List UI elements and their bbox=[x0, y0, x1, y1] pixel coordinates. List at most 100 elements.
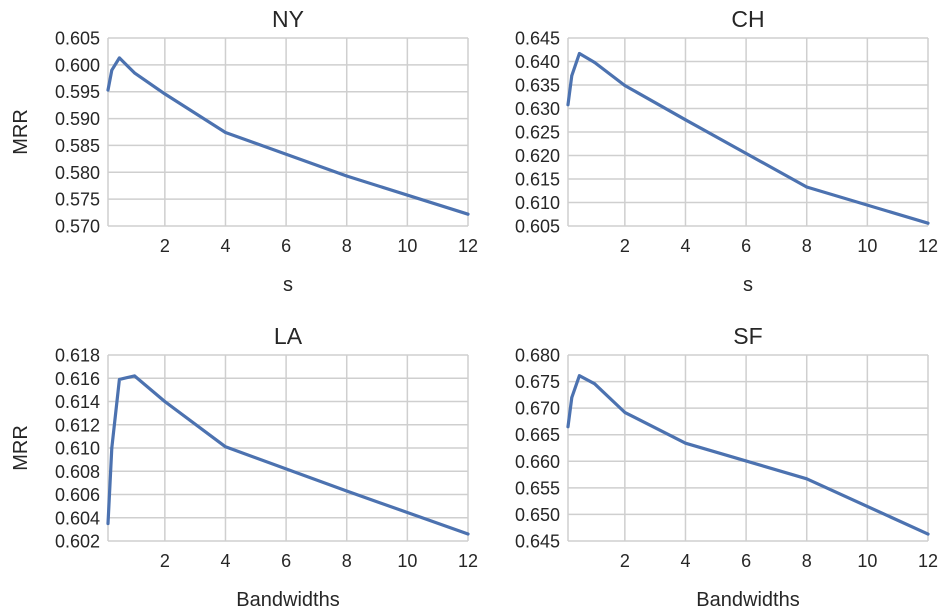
data-point bbox=[926, 532, 930, 536]
data-point bbox=[345, 174, 349, 178]
x-tick-label: 6 bbox=[741, 551, 751, 571]
x-tick-label: 4 bbox=[220, 236, 230, 256]
y-tick-label: 0.575 bbox=[55, 190, 100, 210]
y-tick-label: 0.580 bbox=[55, 163, 100, 183]
data-point bbox=[133, 71, 136, 75]
mrr-series-line bbox=[106, 374, 470, 536]
data-point bbox=[466, 532, 470, 536]
data-point bbox=[926, 221, 930, 225]
x-tick-label: 6 bbox=[281, 551, 291, 571]
data-point bbox=[345, 489, 349, 493]
y-axis-label: MRR bbox=[10, 109, 32, 155]
y-tick-label: 0.605 bbox=[515, 217, 560, 237]
panel-title: LA bbox=[274, 323, 303, 349]
y-tick-label: 0.640 bbox=[515, 52, 560, 72]
y-tick-label: 0.618 bbox=[55, 346, 100, 366]
x-tick-label: 8 bbox=[342, 551, 352, 571]
y-tick-label: 0.604 bbox=[55, 508, 100, 528]
y-tick-label: 0.595 bbox=[55, 82, 100, 102]
x-tick-label: 4 bbox=[220, 551, 230, 571]
x-tick-label: 2 bbox=[160, 236, 170, 256]
x-axis-label: s bbox=[743, 274, 753, 296]
y-tick-label: 0.645 bbox=[515, 29, 560, 49]
data-point bbox=[684, 118, 687, 122]
data-point bbox=[466, 212, 470, 216]
x-tick-label: 10 bbox=[857, 236, 877, 256]
data-point bbox=[570, 74, 574, 77]
data-point bbox=[805, 477, 809, 481]
x-tick-label: 10 bbox=[397, 236, 417, 256]
data-point bbox=[805, 185, 809, 189]
y-tick-label: 0.585 bbox=[55, 136, 100, 156]
y-tick-label: 0.606 bbox=[55, 485, 100, 505]
panel-title: NY bbox=[272, 6, 304, 32]
mrr-series-line bbox=[566, 374, 930, 536]
y-axis-label: MRR bbox=[10, 425, 32, 471]
data-point bbox=[110, 68, 114, 72]
y-tick-label: 0.650 bbox=[515, 505, 560, 525]
panel-la: 2 4 6 8 10 12 0.602 0.604 0.606 0.608 0.610 0.612 0.… bbox=[10, 323, 478, 611]
data-point bbox=[577, 374, 581, 378]
y-tick-label: 0.620 bbox=[515, 146, 560, 166]
y-tick-label: 0.615 bbox=[515, 170, 560, 190]
y-tick-label: 0.610 bbox=[515, 193, 560, 213]
data-point bbox=[593, 61, 596, 64]
data-point bbox=[566, 425, 570, 429]
panel-title: SF bbox=[733, 323, 762, 349]
y-tick-label: 0.670 bbox=[515, 399, 560, 419]
x-axis-label: Bandwidths bbox=[696, 589, 799, 611]
data-point bbox=[133, 374, 136, 378]
panel-ch: 2 4 6 8 10 12 0.605 0.610 0.615 0.620 0.625 0.630 0.… bbox=[515, 6, 938, 296]
data-point bbox=[593, 382, 596, 386]
y-tick-label: 0.608 bbox=[55, 462, 100, 482]
y-tick-label: 0.660 bbox=[515, 452, 560, 472]
y-tick-label: 0.590 bbox=[55, 109, 100, 129]
data-point bbox=[117, 56, 121, 60]
x-tick-label: 6 bbox=[741, 236, 751, 256]
y-tick-label: 0.612 bbox=[55, 415, 100, 435]
x-tick-label: 12 bbox=[918, 551, 938, 571]
x-tick-label: 10 bbox=[857, 551, 877, 571]
x-tick-label: 8 bbox=[802, 236, 812, 256]
y-tick-label: 0.680 bbox=[515, 346, 560, 366]
data-point bbox=[577, 52, 581, 55]
y-tick-label: 0.602 bbox=[55, 532, 100, 552]
y-tick-label: 0.635 bbox=[515, 76, 560, 96]
x-axis-label: s bbox=[283, 274, 293, 296]
data-point bbox=[117, 378, 121, 381]
y-tick-label: 0.614 bbox=[55, 392, 100, 412]
x-tick-label: 10 bbox=[397, 551, 417, 571]
y-tick-label: 0.630 bbox=[515, 99, 560, 119]
x-tick-label: 8 bbox=[342, 236, 352, 256]
x-tick-label: 4 bbox=[680, 236, 690, 256]
y-tick-label: 0.665 bbox=[515, 425, 560, 445]
mrr-series-line bbox=[106, 56, 470, 216]
data-point bbox=[623, 84, 627, 87]
y-tick-label: 0.645 bbox=[515, 532, 560, 552]
data-point bbox=[224, 445, 227, 449]
y-tick-label: 0.600 bbox=[55, 55, 100, 75]
mrr-series-line bbox=[566, 51, 930, 225]
y-tick-label: 0.655 bbox=[515, 478, 560, 498]
y-tick-label: 0.610 bbox=[55, 439, 100, 459]
panel-sf: 2 4 6 8 10 12 0.645 0.650 0.655 0.660 0.665 0.670 0.… bbox=[515, 323, 938, 611]
data-point bbox=[570, 396, 574, 399]
y-tick-label: 0.616 bbox=[55, 369, 100, 389]
data-point bbox=[566, 103, 570, 107]
x-tick-label: 2 bbox=[620, 551, 630, 571]
data-point bbox=[224, 131, 227, 134]
data-point bbox=[163, 400, 167, 403]
x-axis-label: Bandwidths bbox=[236, 589, 339, 611]
panel-title: CH bbox=[731, 6, 764, 32]
x-tick-label: 6 bbox=[281, 236, 291, 256]
y-tick-label: 0.625 bbox=[515, 123, 560, 143]
x-tick-label: 8 bbox=[802, 551, 812, 571]
x-tick-label: 4 bbox=[680, 551, 690, 571]
y-tick-label: 0.675 bbox=[515, 372, 560, 392]
data-point bbox=[684, 441, 687, 445]
x-tick-label: 12 bbox=[918, 236, 938, 256]
x-tick-label: 2 bbox=[160, 551, 170, 571]
x-tick-label: 2 bbox=[620, 236, 630, 256]
data-point bbox=[106, 88, 110, 92]
